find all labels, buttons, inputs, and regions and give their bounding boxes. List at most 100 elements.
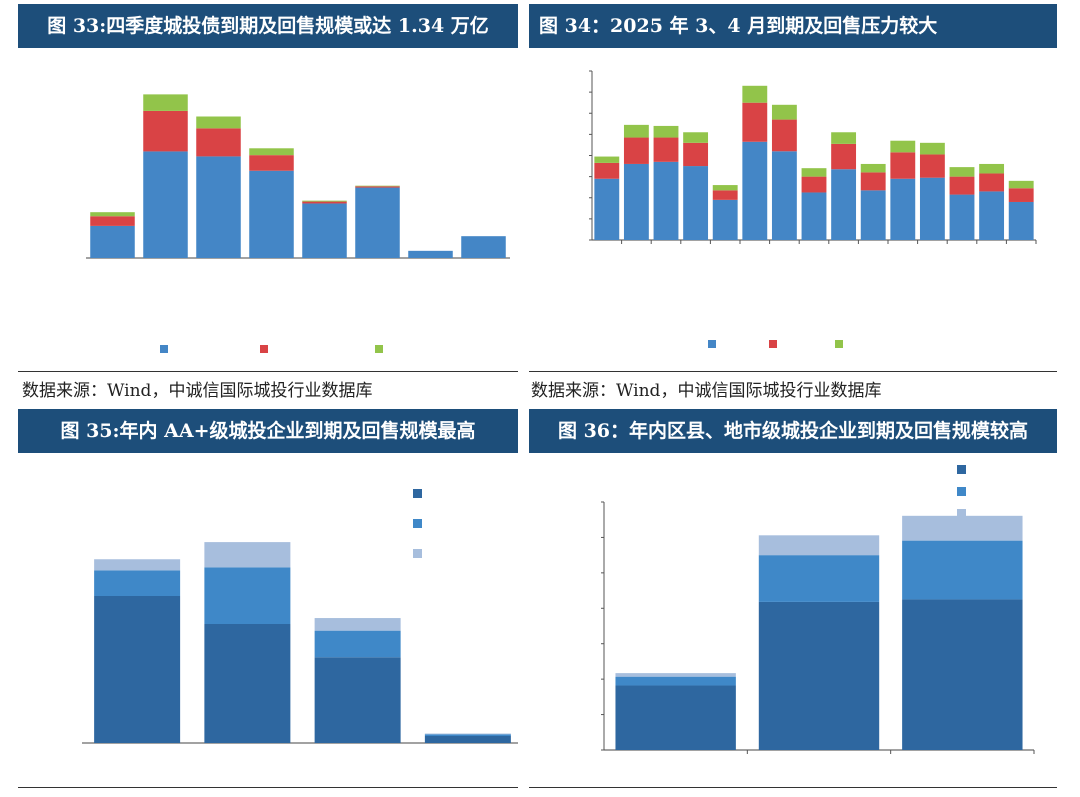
fig33-bar-到期-2029 [355, 187, 400, 258]
fig34-bar-回售70%-2025年9月 [919, 154, 945, 178]
fig33-bar-回售100%-2028 [302, 200, 347, 202]
fig33-bar-到期-2028 [302, 203, 347, 258]
fig35-bar-到期-AAA [94, 596, 181, 743]
fig34-bar-回售70%-2024年11月 [623, 137, 649, 164]
fig33-bar-回售70%-2028 [302, 201, 347, 204]
fig34-bar-回售100%-2025年1月 [683, 132, 709, 143]
fig33-bar-回售70%-2029 [355, 186, 400, 188]
fig34-bar-到期-2025年5月 [801, 192, 827, 240]
fig35-bar-回售70%-AAA [94, 570, 181, 596]
fig34-bar-回售70%-2025年12月 [1008, 188, 1034, 202]
fig34-bar-回售100%-2025年6月 [831, 132, 857, 144]
fig34-bar-到期-2025年8月 [890, 178, 916, 240]
fig34-bar-到期-2025年11月 [979, 191, 1005, 240]
fig33-legend-swatch [260, 345, 268, 353]
fig36-bar-回售70%-区县级 [902, 540, 1023, 600]
fig36-legend-swatch [957, 487, 966, 496]
fig35-legend-swatch [413, 549, 422, 558]
fig34-bar-回售100%-2025年3月 [742, 85, 768, 103]
fig34-bar-回售70%-2025年6月 [831, 143, 857, 170]
fig34-bar-回售70%-2025年1月 [683, 142, 709, 167]
fig34-bar-回售70%-2025年8月 [890, 152, 916, 179]
fig33-bottom-rule [18, 371, 518, 372]
fig36-bar-回售70%-地市级 [758, 555, 880, 602]
fig36-legend-swatch [957, 465, 966, 474]
fig33-bar-到期-2030 [408, 250, 453, 258]
fig34-bar-回售70%-2025年4月 [771, 119, 797, 152]
fig36-bar-回售70%-省级 [615, 676, 736, 686]
fig34-legend-swatch [835, 340, 843, 348]
fig33-bar-到期-2031年及以后 [461, 236, 506, 258]
fig34-bar-回售100%-2025年2月 [712, 185, 738, 191]
fig34-bar-回售70%-2024年10月 [594, 162, 620, 179]
fig35-legend-swatch [413, 519, 422, 528]
fig34-bar-回售100%-2025年12月 [1008, 180, 1034, 189]
fig33-bar-到期-2026 [196, 156, 241, 258]
fig34-legend-swatch [769, 340, 777, 348]
fig34-bar-到期-2024年11月 [623, 163, 649, 240]
fig36-bottom-rule [529, 787, 1057, 788]
fig34-bar-回售70%-2025年11月 [979, 173, 1005, 192]
fig34-bar-到期-2024年10月 [594, 178, 620, 240]
fig34-bar-回售100%-2025年11月 [979, 163, 1005, 174]
fig34-bar-回售70%-2025年10月 [949, 176, 975, 195]
fig35-title: 图 35:年内 AA+级城投企业到期及回售规模最高 [18, 409, 518, 453]
fig34-bar-回售100%-2025年8月 [890, 140, 916, 153]
fig34-bar-回售70%-2025年3月 [742, 102, 768, 142]
fig33-bar-回售100%-2025 [143, 94, 188, 111]
fig35-bar-回售70%-AA-及以下 [424, 734, 511, 736]
fig34-bar-到期-2025年2月 [712, 199, 738, 240]
fig33-bar-回售100%-2026 [196, 116, 241, 129]
fig33-title: 图 33:四季度城投债到期及回售规模或达 1.34 万亿 [18, 4, 518, 48]
fig34-bar-回售100%-2025年4月 [771, 104, 797, 120]
fig33-bar-到期-2027 [249, 170, 294, 258]
fig36-title: 图 36：年内区县、地市级城投企业到期及回售规模较高 [529, 409, 1057, 453]
fig35-bar-回售100%-AA-及以下 [424, 733, 511, 735]
fig35-bar-到期-AA+ [204, 624, 291, 743]
fig33-legend-swatch [160, 345, 168, 353]
fig34-bar-回售70%-2025年5月 [801, 176, 827, 193]
fig33-legend-swatch [375, 345, 383, 353]
fig36-bar-回售100%-区县级 [902, 515, 1023, 541]
fig33-bar-回售100%-2029 [355, 185, 400, 187]
fig34-bar-到期-2025年1月 [683, 166, 709, 240]
fig33-bar-回售70%-2027 [249, 155, 294, 171]
fig34-bar-到期-2025年7月 [860, 190, 886, 240]
fig34-bar-到期-2024年12月 [653, 161, 679, 240]
fig33-bar-回售100%-2024 [90, 212, 135, 217]
fig34-bar-回售100%-2024年12月 [653, 125, 679, 138]
fig36-chart [601, 465, 1035, 754]
fig34-chart [589, 70, 1037, 348]
fig34-bottom-rule [529, 371, 1057, 372]
fig36-bar-回售100%-地市级 [758, 535, 880, 556]
fig33-source: 数据来源：Wind，中诚信国际城投行业数据库 [22, 381, 373, 401]
fig34-bar-回售70%-2025年2月 [712, 190, 738, 200]
fig35-bar-到期-AA-及以下 [424, 736, 511, 743]
fig34-bar-到期-2025年6月 [831, 169, 857, 240]
fig35-bar-到期-AA [314, 657, 401, 743]
fig34-legend-swatch [708, 340, 716, 348]
fig34-bar-回售100%-2024年11月 [623, 124, 649, 138]
fig34-source: 数据来源：Wind，中诚信国际城投行业数据库 [531, 381, 882, 401]
fig34-bar-到期-2025年10月 [949, 194, 975, 240]
fig35-bar-回售100%-AAA [94, 559, 181, 571]
fig33-chart [86, 94, 510, 353]
fig35-chart [82, 489, 518, 744]
fig35-bottom-rule [18, 787, 518, 788]
fig34-bar-回售70%-2025年7月 [860, 172, 886, 191]
fig33-bar-到期-2025 [143, 151, 188, 258]
fig36-legend-swatch [957, 509, 966, 518]
fig36-bar-到期-省级 [615, 685, 736, 750]
fig33-bar-回售70%-2025 [143, 110, 188, 152]
fig33-bar-回售70%-2024 [90, 216, 135, 226]
fig33-bar-到期-2024 [90, 225, 135, 258]
fig34-bar-回售100%-2025年9月 [919, 142, 945, 155]
fig34-bar-回售100%-2025年5月 [801, 168, 827, 177]
fig34-bar-到期-2025年12月 [1008, 201, 1034, 240]
fig35-legend-swatch [413, 489, 422, 498]
fig35-bar-回售70%-AA [314, 630, 401, 658]
fig36-bar-到期-区县级 [902, 599, 1023, 750]
fig34-bar-回售70%-2024年12月 [653, 137, 679, 162]
fig35-bar-回售100%-AA [314, 618, 401, 631]
fig34-bar-回售100%-2024年10月 [594, 156, 620, 163]
